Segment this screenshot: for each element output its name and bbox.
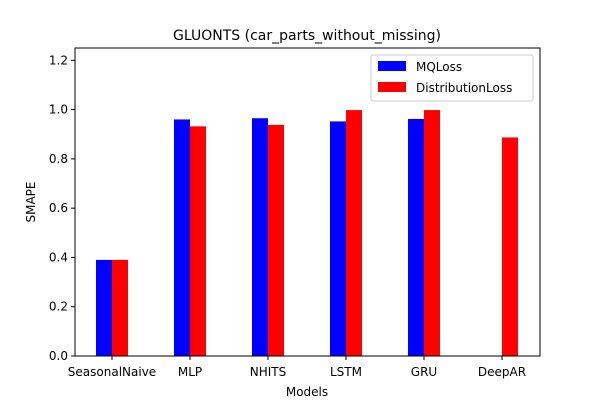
y-tick-label: 0.2 [49,300,68,314]
axes-frame [74,47,541,357]
legend-box [370,54,534,102]
y-axis-label: SMAPE [24,182,38,223]
bar-mqloss-nhits [252,118,268,356]
y-tick-label: 0.4 [49,250,68,264]
plot-area [96,110,518,357]
bar-distributionloss-gru [424,110,440,356]
y-tick-label: 1.0 [49,103,68,117]
legend: MQLoss DistributionLoss [370,54,534,102]
x-tick-label-seasonalnaive: SeasonalNaive [68,365,156,379]
x-axis-label: Models [286,385,328,399]
y-tick-label: 0.8 [49,152,68,166]
y-tick-label: 0.6 [49,201,68,215]
legend-swatch-distributionloss [378,82,406,92]
bar-distributionloss-deepar [502,137,518,356]
legend-label-distributionloss: DistributionLoss [416,81,512,95]
y-tick-label: 1.2 [49,53,68,67]
x-tick-label-nhits: NHITS [250,365,287,379]
bar-distributionloss-nhits [268,124,284,356]
x-tick-label-mlp: MLP [178,365,202,379]
bar-distributionloss-lstm [346,110,362,356]
bar-distributionloss-seasonalnaive [112,259,128,356]
legend-swatch-mqloss [378,61,406,71]
bar-mqloss-mlp [174,119,190,357]
y-tick-label: 0.0 [49,349,68,363]
chart-title: GLUONTS (car_parts_without_missing) [173,28,441,44]
bar-distributionloss-mlp [190,126,206,357]
bar-mqloss-seasonalnaive [96,259,112,356]
x-tick-label-deepar: DeepAR [478,365,526,379]
bar-mqloss-gru [408,118,424,357]
legend-label-mqloss: MQLoss [416,60,462,74]
x-tick-label-lstm: LSTM [330,365,362,379]
bar-mqloss-lstm [330,121,346,356]
x-tick-label-gru: GRU [411,365,437,379]
